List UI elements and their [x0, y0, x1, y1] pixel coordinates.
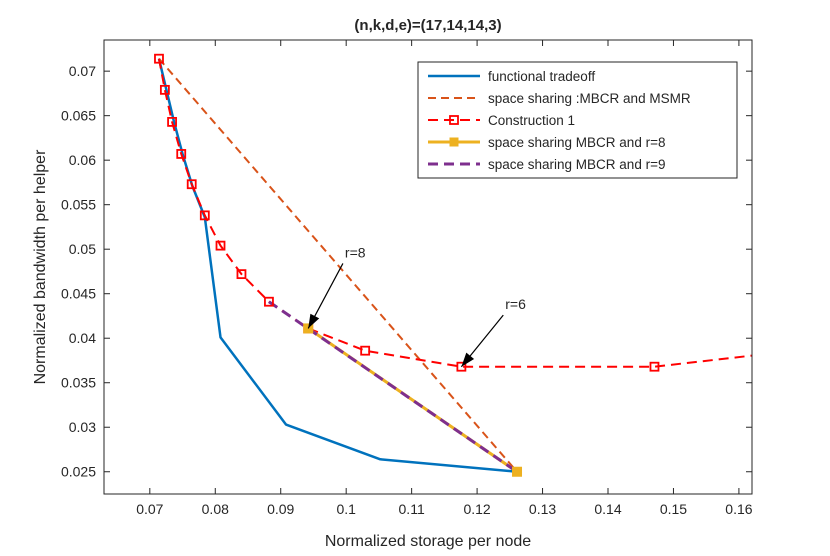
y-tick-label: 0.035: [61, 375, 96, 391]
annotations: r=8 r=6: [307, 244, 526, 368]
data-point-construction-1: [215, 240, 226, 251]
x-tick-label: 0.08: [202, 501, 229, 517]
data-point-construction-1: [186, 179, 197, 190]
y-tick-label: 0.065: [61, 108, 96, 124]
annotation-label: r=6: [505, 296, 526, 312]
annotation-arrowhead: [308, 313, 320, 329]
data-point-construction-1: [167, 116, 177, 127]
y-tick-label: 0.03: [69, 419, 96, 435]
y-tick-label: 0.07: [69, 63, 96, 79]
data-point-construction-1: [360, 345, 371, 356]
annotation-arrowhead: [461, 352, 475, 367]
y-tick-label: 0.06: [69, 152, 96, 168]
chart-title: (n,k,d,e)=(17,14,14,3): [354, 17, 501, 34]
legend-label: functional tradeoff: [488, 69, 595, 84]
data-point-construction-1: [264, 296, 274, 307]
data-point-construction-1: [456, 361, 467, 372]
legend: functional tradeoff space sharing :MBCR a…: [417, 61, 738, 179]
x-tick-label: 0.09: [267, 501, 294, 517]
data-point-space-sharing-mbcr-and-r-8: [512, 466, 523, 477]
legend-marker: [449, 115, 459, 125]
y-axis: 0.025 0.03 0.035 0.04 0.045 0.05 0.055 0.06 0.06…: [61, 63, 752, 480]
x-tick-label: 0.15: [660, 501, 687, 517]
data-point-construction-1: [649, 361, 660, 372]
data-point-construction-1: [176, 149, 187, 159]
plot-frame: [103, 39, 753, 495]
x-tick-label: 0.13: [529, 501, 556, 517]
y-tick-label: 0.025: [61, 464, 96, 480]
x-axis-label: Normalized storage per node: [325, 533, 531, 550]
legend-label: Construction 1: [488, 113, 575, 128]
data-point-construction-1: [199, 210, 210, 221]
data-point-construction-1: [236, 269, 247, 280]
y-tick-label: 0.045: [61, 286, 96, 302]
x-tick-label: 0.12: [463, 501, 490, 517]
x-tick-label: 0.07: [136, 501, 163, 517]
legend-label: space sharing :MBCR and MSMR: [488, 91, 691, 106]
x-tick-label: 0.11: [399, 501, 425, 517]
x-tick-label: 0.1: [336, 501, 356, 517]
x-tick-label: 0.14: [594, 501, 621, 517]
data-point-construction-1: [154, 53, 164, 64]
y-tick-label: 0.04: [69, 330, 96, 346]
x-tick-label: 0.16: [725, 501, 752, 517]
data-point-construction-1: [159, 84, 170, 95]
legend-marker: [449, 137, 459, 147]
annotation-label: r=8: [345, 244, 366, 260]
series-line-space-sharing-mbcr-and-msmr: [158, 58, 518, 473]
legend-box: [417, 61, 738, 179]
x-axis: 0.07 0.08 0.09 0.1 0.11 0.12 0.13 0.14 0.15 0.16: [136, 40, 753, 517]
y-tick-label: 0.05: [69, 241, 96, 257]
series-line-construction-1: [157, 58, 752, 368]
y-axis-label: Normalized bandwidth per helper: [32, 149, 49, 384]
legend-label: space sharing MBCR and r=9: [488, 157, 665, 172]
y-tick-label: 0.055: [61, 197, 96, 213]
legend-label: space sharing MBCR and r=8: [488, 135, 665, 150]
